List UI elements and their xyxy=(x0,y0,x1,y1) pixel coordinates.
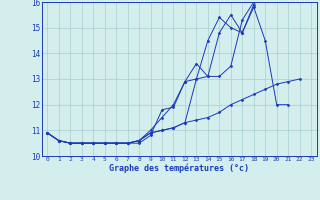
X-axis label: Graphe des températures (°c): Graphe des températures (°c) xyxy=(109,164,249,173)
